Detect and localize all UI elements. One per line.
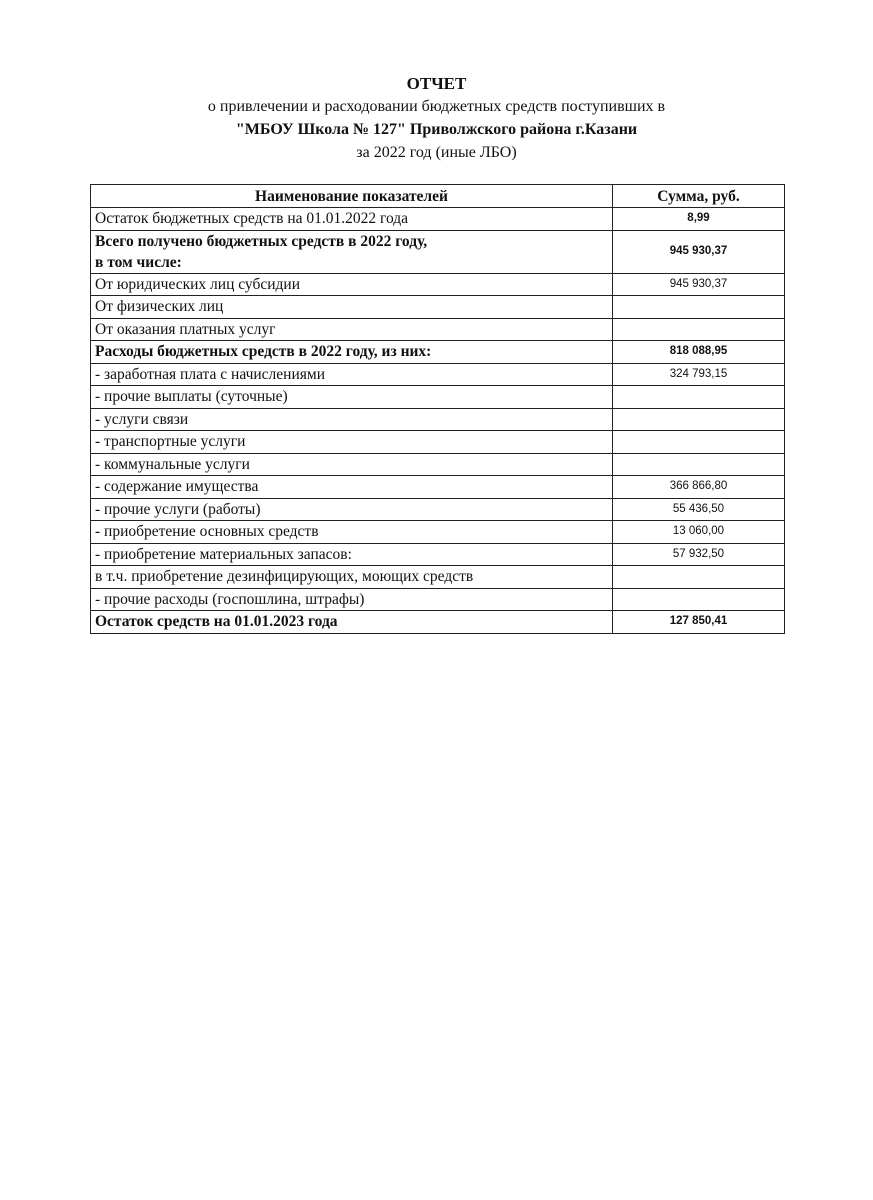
row-indicator-text: - коммунальные услуги [95,455,250,473]
row-sum: 8,99 [612,207,785,231]
row-indicator-name: в т.ч. приобретение дезинфицирующих, мою… [90,565,613,589]
row-indicator-name: От физических лиц [90,295,613,319]
document-title: ОТЧЕТ [406,74,467,93]
organization-name: "МБОУ Школа № 127" Приволжского района г… [235,121,638,138]
row-indicator-name: Остаток бюджетных средств на 01.01.2022 … [90,207,613,231]
report-table: Наименование показателей Сумма, руб. Ост… [90,184,785,634]
table-row: Остаток средств на 01.01.2023 года 127 85… [90,610,785,634]
row-sum [612,317,785,341]
row-indicator-text: Остаток средств на 01.01.2023 года [95,613,338,631]
row-indicator-text: - содержание имущества [95,478,259,496]
table-row: От оказания платных услуг [90,317,785,341]
table-row: - приобретение материальных запасов: 57 9… [90,542,785,566]
row-sum [612,452,785,476]
table-row: От юридических лиц субсидии 945 930,37 [90,272,785,296]
table-row: - приобретение основных средств 13 060,00 [90,520,785,544]
row-indicator-name: - приобретение основных средств [90,520,613,544]
row-sum: 818 088,95 [612,340,785,364]
table-row: От физических лиц [90,295,785,319]
row-indicator-name: - прочие расходы (госпошлина, штрафы) [90,587,613,611]
row-indicator-name: - заработная плата с начислениями [90,362,613,386]
row-indicator-text-line2: в том числе: [95,253,182,271]
row-sum: 366 866,80 [612,475,785,499]
row-indicator-name: - услуги связи [90,407,613,431]
row-indicator-text: - заработная плата с начислениями [95,365,325,383]
row-sum: 127 850,41 [612,610,785,634]
row-sum: 324 793,15 [612,362,785,386]
row-indicator-text: От оказания платных услуг [95,320,276,338]
table-row: - транспортные услуги [90,430,785,454]
row-indicator-text: От юридических лиц субсидии [95,275,300,293]
row-indicator-text: - прочие выплаты (суточные) [95,388,288,406]
document-subtitle: о привлечении и расходовании бюджетных с… [207,98,666,115]
table-row: - содержание имущества 366 866,80 [90,475,785,499]
table-row: Остаток бюджетных средств на 01.01.2022 … [90,207,785,231]
table-row: - услуги связи [90,407,785,431]
row-indicator-text: - приобретение основных средств [95,523,319,541]
table-row: - коммунальные услуги [90,452,785,476]
row-sum [612,565,785,589]
row-indicator-text: - услуги связи [95,410,189,428]
row-indicator-name: Всего получено бюджетных средств в 2022 … [90,229,613,274]
header-indicator: Наименование показателей [90,184,613,208]
row-sum [612,407,785,431]
row-indicator-text: Всего получено бюджетных средств в 2022 … [95,232,428,250]
row-indicator-text: Остаток бюджетных средств на 01.01.2022 … [95,210,409,228]
table-row: Расходы бюджетных средств в 2022 году, и… [90,340,785,364]
table-row: - прочие выплаты (суточные) [90,385,785,409]
row-indicator-text: - приобретение материальных запасов: [95,545,352,563]
row-indicator-name: - прочие услуги (работы) [90,497,613,521]
table-row: - прочие услуги (работы) 55 436,50 [90,497,785,521]
row-indicator-name: - транспортные услуги [90,430,613,454]
row-indicator-text: в т.ч. приобретение дезинфицирующих, мою… [95,568,474,586]
row-sum: 55 436,50 [612,497,785,521]
table-row: - заработная плата с начислениями 324 793… [90,362,785,386]
table-row: в т.ч. приобретение дезинфицирующих, мою… [90,565,785,589]
row-indicator-text: - прочие услуги (работы) [95,500,261,518]
row-sum [612,430,785,454]
row-indicator-text: - прочие расходы (госпошлина, штрафы) [95,590,365,608]
row-sum: 945 930,37 [612,272,785,296]
row-sum: 57 932,50 [612,542,785,566]
row-sum [612,295,785,319]
header-sum: Сумма, руб. [612,184,785,208]
row-indicator-name: От юридических лиц субсидии [90,272,613,296]
row-indicator-name: - содержание имущества [90,475,613,499]
row-indicator-name: Расходы бюджетных средств в 2022 году, и… [90,340,613,364]
row-indicator-name: Остаток средств на 01.01.2023 года [90,610,613,634]
row-indicator-text: - транспортные услуги [95,433,246,451]
row-sum: 945 930,37 [612,229,785,274]
row-indicator-text: От физических лиц [95,298,224,316]
row-indicator-name: - коммунальные услуги [90,452,613,476]
table-header-row: Наименование показателей Сумма, руб. [90,184,785,208]
row-indicator-name: От оказания платных услуг [90,317,613,341]
row-sum [612,587,785,611]
row-sum: 13 060,00 [612,520,785,544]
row-indicator-text: Расходы бюджетных средств в 2022 году, и… [95,343,432,361]
row-indicator-name: - прочие выплаты (суточные) [90,385,613,409]
row-sum [612,385,785,409]
row-indicator-name: - приобретение материальных запасов: [90,542,613,566]
table-row: - прочие расходы (госпошлина, штрафы) [90,587,785,611]
table-row: Всего получено бюджетных средств в 2022 … [90,229,785,274]
report-period: за 2022 год (иные ЛБО) [356,144,517,161]
